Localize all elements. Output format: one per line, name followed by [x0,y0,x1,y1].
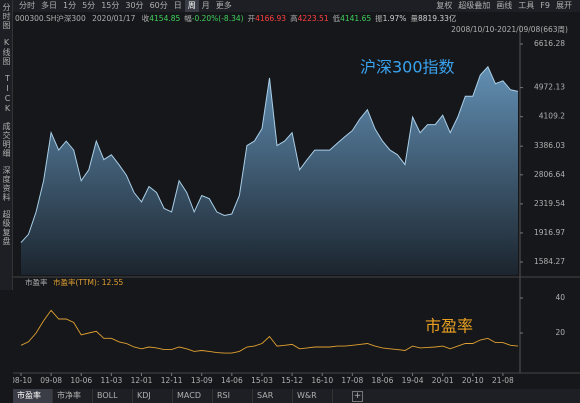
x-tick-label: 13-09 [191,376,213,385]
indicator-tab[interactable]: BOLL [93,389,133,403]
x-tick-label: 14-06 [221,376,243,385]
symbol: 000300.SH沪深300 [15,14,86,23]
tool-button[interactable]: 复权 [436,1,453,10]
indicator-tab[interactable]: W&R [293,389,333,403]
indicator-tab[interactable]: SAR [253,389,293,403]
period-button[interactable]: 30分 [125,1,144,10]
indicator-tab[interactable]: 市盈率 [13,389,53,403]
sidebar-tab[interactable]: TICK [3,74,12,114]
sidebar-tab[interactable]: 超级复盘 [2,210,11,246]
x-tick-label: 18-06 [372,376,394,385]
quote-row: 000300.SH沪深300 2020/01/17 收4154.85 幅-0.20… [15,13,460,24]
y-tick-label: 1584.27 [534,257,565,266]
price-line [20,65,519,243]
period-button[interactable]: 日 [173,1,182,10]
x-tick-label: 15-12 [281,376,303,385]
tool-button[interactable]: 工具 [518,1,535,10]
chart-area: 6616.28 4972.13 4109.2 3386.03 2806.64 2319.5… [13,25,580,385]
quote-value: 1.97% [382,14,407,23]
tool-button[interactable]: 画线 [496,1,513,10]
quote-value: 4154.85 [149,14,181,23]
y-tick-label: 1916.97 [534,228,565,237]
quote-label: 幅 [184,14,192,23]
quote-value: 4166.93 [255,14,287,23]
period-button[interactable]: 分时 [19,1,35,10]
x-tick-label: 10-06 [70,376,92,385]
range-label: 2008/10/10-2021/09/08(663周) [451,25,568,34]
quote-label: 收 [141,14,150,23]
period-button[interactable]: 更多 [215,1,232,10]
tool-buttons: 复权 超级叠加 画线 工具 F9 展开 [430,0,578,12]
panel-title: 市盈率 [25,277,48,287]
y-tick-label: 4109.2 [539,112,565,121]
area-fill [21,66,518,275]
indicator-tab[interactable]: RSI [213,389,253,403]
y-tick-label: 40 [555,293,565,302]
sidebar-tab[interactable]: 分时图 [2,3,11,30]
y-tick-label: 2806.64 [534,170,565,179]
sidebar-tab[interactable]: K线图 [2,38,11,66]
toolbar: 分时 多日 1分 5分 15分 30分 60分日周月更多 复权 超级叠加 画线 工具 F9 展开 [13,0,580,12]
x-tick-label: 09-08 [40,376,62,385]
quote-value: 4223.51 [297,14,329,23]
panel-subtitle: 市盈率(TTM): 12.55 [53,277,123,287]
x-tick-label: 17-08 [341,376,363,385]
period-button[interactable]: 60分 [149,1,168,10]
x-tick-label: 12-11 [161,376,183,385]
quote-label: 低 [332,14,341,23]
sidebar-tab[interactable]: 成交明细 [2,122,11,158]
x-tick-label: 20-01 [432,376,454,385]
indicator-tabs: 市盈率 市净率 BOLL KDJ MACD RSI SAR W&R + [13,389,580,403]
sidebar: 分时图 K线图 TICK 成交明细深度资料超级复盘 [0,0,13,290]
date: 2020/01/17 [92,14,136,23]
annotation: 市盈率 [425,317,473,336]
x-tick-label: 21-08 [492,376,514,385]
quote-label: 高 [290,14,298,23]
period-button[interactable]: 月 [201,1,210,10]
tool-button[interactable]: 展开 [556,1,572,10]
pe-line [20,309,519,354]
y-tick-label: 4972.13 [534,83,565,92]
x-tick-label: 19-04 [402,376,424,385]
x-tick-label: 12-01 [131,376,153,385]
sidebar-tab[interactable]: 深度资料 [2,166,11,202]
period-button[interactable]: 周 [184,0,199,12]
period-button[interactable]: 15分 [101,1,120,10]
y-tick-label: 6616.28 [534,39,565,48]
x-tick-label: 16-10 [311,376,333,385]
annotation: 沪深300指数 [360,58,455,77]
x-tick-label: 20-10 [462,376,484,385]
y-tick-label: 20 [555,328,565,337]
y-tick-label: 3386.03 [534,141,565,150]
quote-value: -0.20%(-8.34) [191,14,244,23]
quote-value: 4141.65 [340,14,372,23]
x-tick-label: 11-03 [100,376,122,385]
quote-label: 开 [247,14,256,23]
y-tick-label: 2319.54 [534,199,565,208]
period-button[interactable]: 5分 [82,1,96,10]
indicator-tab[interactable]: MACD [173,389,213,403]
indicator-tab[interactable]: KDJ [133,389,173,403]
quote-label: 振 [375,14,383,23]
indicator-tab[interactable]: 市净率 [53,389,93,403]
period-buttons: 分时 多日 1分 5分 15分 30分 60分日周月更多 [13,0,238,12]
period-button[interactable]: 多日 [41,1,57,10]
quote-value: 8819.33亿 [417,14,457,23]
x-tick-label: 15-03 [251,376,273,385]
quote-label: 量 [410,14,418,23]
tool-button[interactable]: F9 [540,1,550,10]
period-button[interactable]: 1分 [63,1,77,10]
x-tick-label: 08-10 [13,376,32,385]
tool-button[interactable]: 超级叠加 [458,1,491,10]
add-tab-button[interactable]: + [352,391,363,402]
